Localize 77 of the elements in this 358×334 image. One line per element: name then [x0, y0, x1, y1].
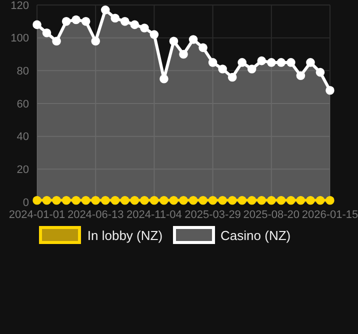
point — [276, 196, 286, 205]
y-tick-label: 100 — [10, 32, 29, 45]
point — [316, 196, 325, 205]
point — [306, 196, 315, 205]
point — [188, 35, 198, 44]
point — [130, 196, 140, 205]
point — [228, 72, 237, 82]
x-tick-label: 2024-11-04 — [126, 208, 182, 221]
point — [198, 43, 208, 52]
point — [91, 36, 100, 46]
point — [188, 196, 198, 205]
point — [110, 196, 120, 205]
point — [52, 196, 61, 205]
point — [218, 64, 227, 74]
point — [130, 20, 140, 30]
point — [120, 17, 130, 26]
point — [72, 15, 80, 24]
point — [91, 196, 100, 205]
point — [296, 71, 306, 80]
point — [267, 196, 276, 205]
x-tick-label: 2025-03-29 — [184, 208, 241, 221]
legend-label: In lobby (NZ) — [87, 228, 163, 242]
y-tick-label: 120 — [10, 0, 29, 12]
point — [267, 58, 276, 67]
point — [52, 36, 61, 46]
point — [140, 24, 149, 32]
y-tick-label: 80 — [16, 66, 29, 78]
point — [296, 196, 306, 205]
point — [150, 196, 159, 205]
x-tick-label: 2025-08-20 — [243, 208, 300, 221]
point — [238, 58, 246, 67]
point — [169, 196, 178, 205]
point — [100, 196, 110, 205]
point — [247, 64, 256, 74]
point — [150, 30, 159, 39]
point — [160, 74, 168, 84]
legend-label: Casino (NZ) — [220, 228, 291, 242]
point — [198, 196, 208, 205]
point — [238, 196, 246, 205]
point — [100, 6, 110, 14]
point — [32, 196, 42, 205]
point — [42, 196, 52, 205]
point — [62, 196, 71, 205]
point — [286, 58, 296, 67]
point — [32, 20, 42, 30]
point — [140, 196, 149, 205]
point — [169, 36, 178, 46]
point — [72, 196, 80, 205]
point — [326, 196, 334, 205]
point — [81, 196, 90, 205]
point — [42, 28, 52, 38]
point — [120, 196, 130, 205]
y-tick-label: 20 — [16, 164, 29, 176]
point — [160, 196, 168, 205]
point — [326, 86, 334, 95]
point — [218, 196, 227, 205]
point — [247, 196, 256, 205]
y-tick-label: 0 — [22, 196, 29, 209]
point — [276, 58, 286, 67]
y-tick-label: 40 — [16, 131, 29, 144]
point — [62, 17, 71, 26]
point — [179, 50, 188, 59]
x-tick-label: 2024-01-01 — [8, 208, 66, 221]
point — [286, 196, 296, 205]
y-tick-label: 60 — [16, 98, 29, 110]
point — [208, 58, 218, 67]
x-tick-label: 2024-06-13 — [67, 208, 124, 221]
point — [81, 17, 90, 26]
x-tick-label: 2026-01-15 — [302, 208, 358, 221]
point — [316, 68, 325, 77]
point — [179, 196, 188, 205]
point — [110, 14, 120, 23]
point — [257, 196, 266, 205]
point — [306, 58, 315, 67]
point — [208, 196, 218, 205]
point — [228, 196, 237, 205]
point — [257, 56, 266, 66]
